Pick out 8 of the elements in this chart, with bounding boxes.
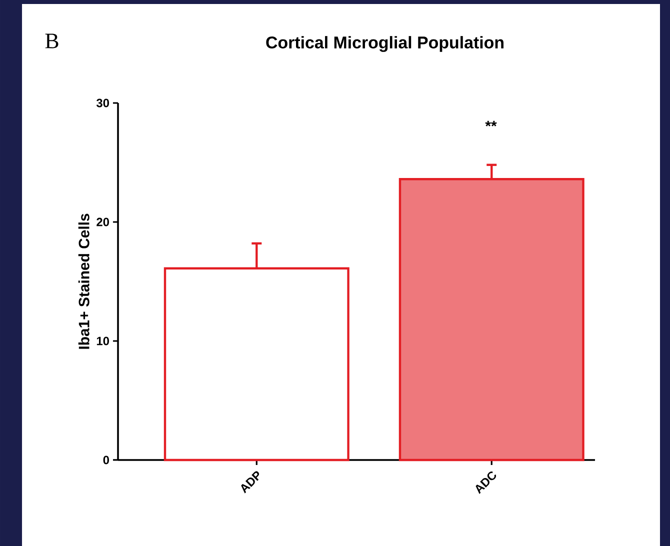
y-tick-label: 20 bbox=[96, 218, 109, 226]
y-tick-label: 10 bbox=[96, 336, 109, 346]
y-tick-label: 30 bbox=[96, 98, 109, 108]
y-axis-title: Iba1+ Stained Cells bbox=[78, 214, 90, 349]
chart-title: Cortical Microglial Population bbox=[266, 36, 504, 52]
annotation: ** bbox=[485, 120, 497, 126]
text: B bbox=[45, 34, 58, 48]
y-tick-label: 0 bbox=[103, 456, 109, 464]
